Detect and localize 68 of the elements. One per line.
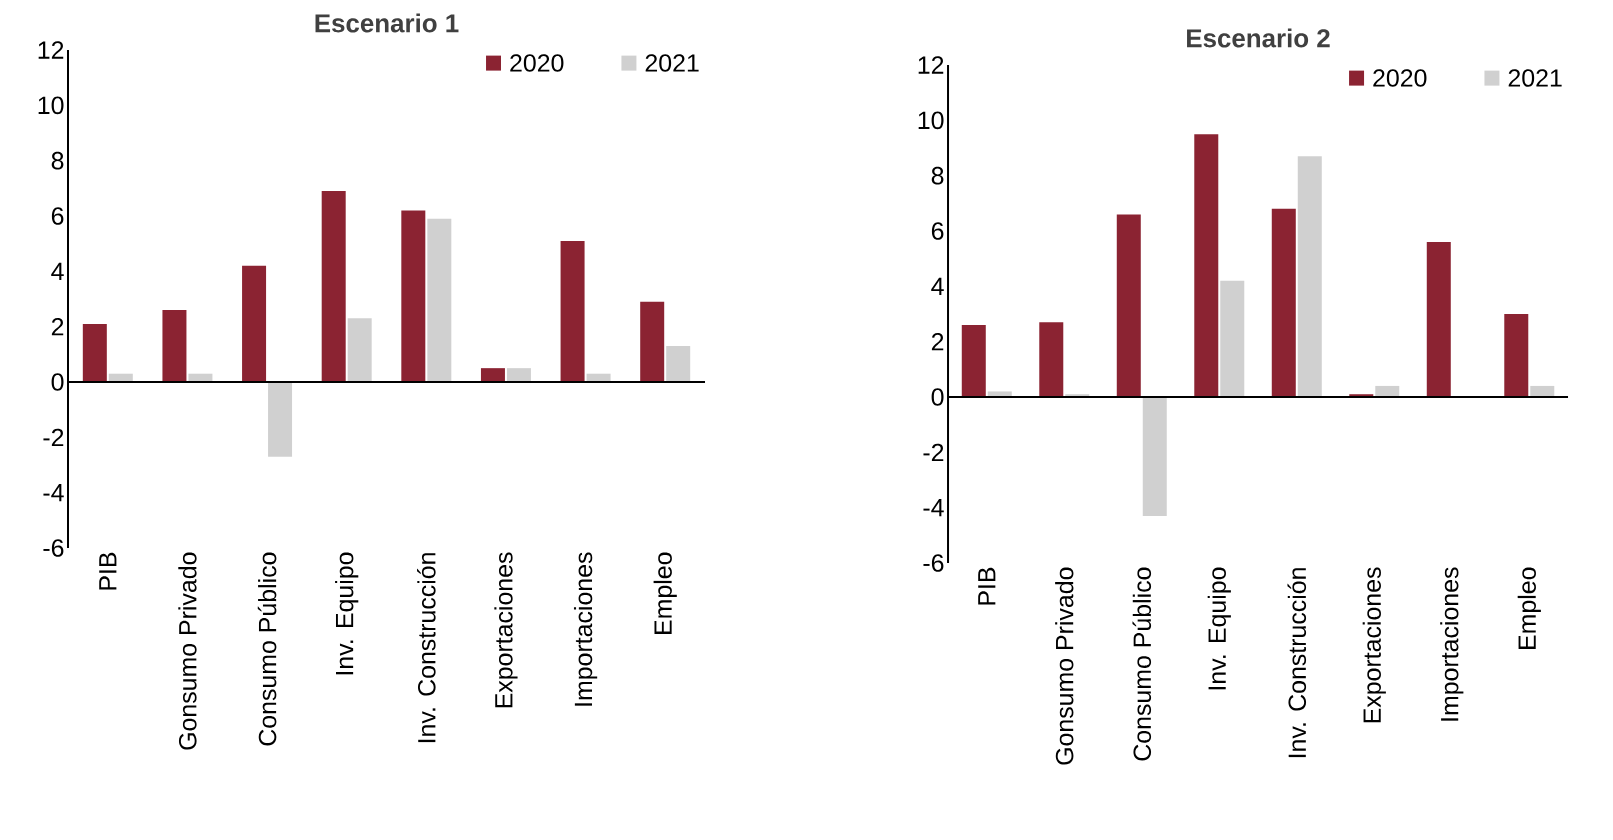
x-tick-label: Consumo Público bbox=[1132, 567, 1152, 761]
bar bbox=[1142, 396, 1167, 516]
legend-label: 2020 bbox=[510, 54, 564, 72]
bar bbox=[347, 318, 372, 382]
y-tick-label: 2 bbox=[51, 317, 64, 336]
y-tick-label: 12 bbox=[918, 56, 944, 74]
y-tick-label: 12 bbox=[38, 41, 64, 59]
x-tick-label: Exportaciones bbox=[1362, 567, 1386, 723]
x-tick-label: PIB bbox=[99, 552, 117, 590]
bar bbox=[1530, 385, 1555, 397]
legend-label: 2021 bbox=[645, 54, 699, 72]
y-tick-label: 8 bbox=[51, 151, 64, 170]
y-tick-label: 6 bbox=[931, 222, 944, 240]
x-tick-label: Empleo bbox=[653, 552, 677, 634]
y-tick-label: -6 bbox=[923, 554, 944, 572]
x-tick-label: Inv. Equipo bbox=[1207, 567, 1231, 690]
y-tick-label: 2 bbox=[931, 332, 944, 351]
y-tick-label: -4 bbox=[923, 499, 944, 517]
y-tick-label: 8 bbox=[931, 166, 944, 185]
bar bbox=[666, 346, 691, 382]
chart-title: Escenario 2 bbox=[1187, 28, 1330, 48]
bar bbox=[1220, 280, 1245, 397]
chart-title: Escenario 1 bbox=[315, 13, 459, 33]
x-tick-label: Exportaciones bbox=[494, 552, 518, 708]
bar bbox=[162, 310, 187, 382]
bar bbox=[321, 191, 346, 382]
x-tick-label: PIB bbox=[978, 567, 996, 605]
y-tick-label: -4 bbox=[43, 484, 64, 502]
y-tick-label: 10 bbox=[918, 111, 944, 130]
legend-label: 2021 bbox=[1508, 69, 1562, 87]
y-tick-label: 0 bbox=[51, 373, 64, 391]
legend-label: 2020 bbox=[1373, 69, 1427, 87]
bar bbox=[1194, 134, 1219, 397]
bar bbox=[1504, 313, 1529, 397]
x-tick-label: Importaciones bbox=[573, 552, 598, 706]
x-tick-label: Empleo bbox=[1517, 567, 1541, 649]
bar bbox=[961, 325, 986, 397]
bar bbox=[480, 368, 505, 382]
bar bbox=[506, 368, 531, 382]
y-tick-label: -2 bbox=[43, 428, 64, 447]
x-tick-label: Consumo Público bbox=[257, 552, 277, 746]
x-tick-label: Inv. Construcción bbox=[1287, 568, 1307, 758]
bar bbox=[1116, 214, 1141, 397]
bar bbox=[1297, 156, 1322, 397]
y-tick-label: -6 bbox=[43, 539, 64, 557]
bar bbox=[82, 323, 107, 382]
y-tick-label: 10 bbox=[38, 96, 64, 115]
y-tick-label: 0 bbox=[931, 388, 944, 406]
bar bbox=[242, 265, 267, 382]
bar bbox=[1375, 385, 1400, 397]
y-tick-label: -2 bbox=[923, 443, 944, 462]
bar bbox=[401, 210, 426, 382]
y-tick-label: 4 bbox=[51, 262, 64, 280]
bar bbox=[1426, 242, 1451, 397]
y-tick-label: 6 bbox=[51, 207, 64, 225]
x-tick-label: Inv. Construcción bbox=[417, 553, 436, 743]
x-tick-label: Gonsumo Privado bbox=[178, 552, 197, 750]
bar bbox=[987, 391, 1012, 397]
y-tick-label: 4 bbox=[931, 277, 944, 295]
bar bbox=[427, 218, 452, 382]
bar bbox=[640, 301, 665, 382]
x-tick-label: Importaciones bbox=[1440, 567, 1464, 721]
bar bbox=[268, 381, 293, 457]
bar bbox=[560, 240, 585, 382]
x-tick-label: Inv. Equipo bbox=[335, 552, 359, 675]
x-tick-label: Gonsumo Privado bbox=[1055, 567, 1074, 765]
bar bbox=[1039, 322, 1064, 397]
bar bbox=[1271, 208, 1296, 397]
